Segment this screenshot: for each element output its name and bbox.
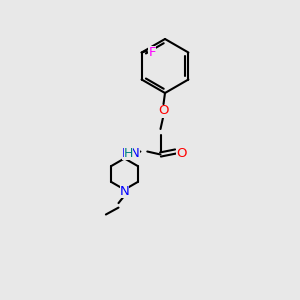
Text: F: F: [148, 46, 156, 59]
Text: N: N: [120, 184, 129, 198]
Text: O: O: [158, 104, 169, 118]
Text: H: H: [124, 146, 133, 160]
Text: O: O: [176, 146, 187, 160]
Text: HN: HN: [122, 146, 140, 160]
